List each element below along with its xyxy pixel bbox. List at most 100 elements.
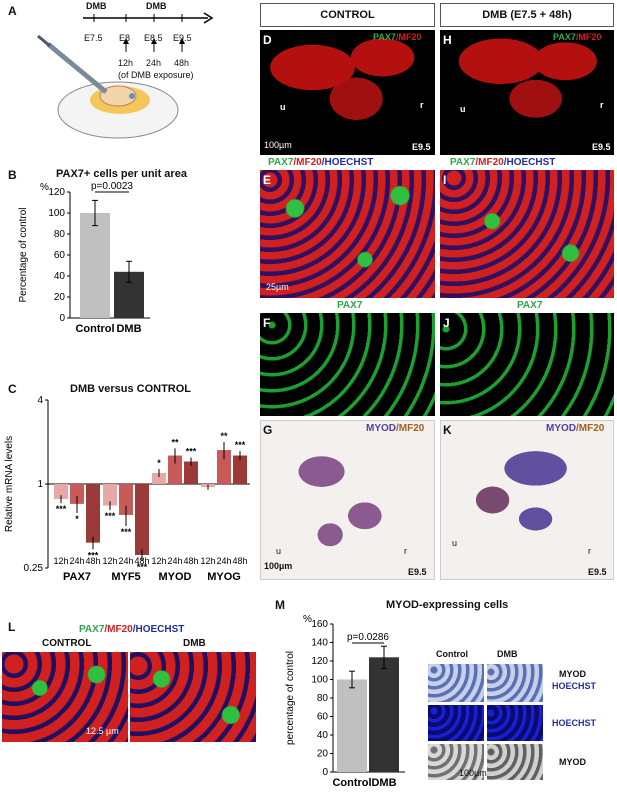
chart-c-sig: *** — [105, 511, 116, 521]
g-label: MYOD/MF20 — [366, 423, 424, 434]
chart-c-sig: ** — [171, 437, 179, 447]
chart-c-sig: *** — [121, 527, 132, 537]
panel-letter-b: B — [8, 168, 17, 182]
l-pax7: PAX7 — [79, 624, 105, 635]
panel-letter-m: M — [275, 598, 285, 612]
chart-c-ylabel: Relative mRNA levels — [4, 436, 15, 532]
chart-m-xlabel-dmb: DMB — [371, 777, 396, 789]
panel-letter-d: D — [263, 33, 272, 47]
l-dmb: DMB — [183, 638, 206, 649]
i-label: PAX7/MF20/HOECHST — [450, 157, 555, 168]
chart-b-ytick-label: 20 — [54, 292, 66, 303]
chart-b-bar-control — [80, 213, 110, 318]
e-mf20: /MF20 — [293, 157, 322, 168]
hours-12: 12h — [118, 58, 134, 68]
chart-c-sig: *** — [56, 504, 67, 514]
e-pax7: PAX7 — [268, 157, 294, 168]
micro-i — [440, 170, 614, 298]
m-row2: HOECHST — [552, 718, 597, 728]
chart-b-ytick-label: 40 — [54, 271, 66, 282]
chart-c-group-myog: MYOG — [207, 571, 241, 583]
chart-c-bar-pax7-24h — [70, 484, 84, 504]
chart-c-bar-myf5-24h — [119, 484, 133, 515]
i-hoechst: /HOECHST — [503, 157, 556, 168]
chart-c-timepoint: 48h — [232, 556, 247, 566]
chart-m: 0 20 40 60 80 100 120 140 160% percentage of cont… — [285, 614, 405, 789]
chart-m-xlabel-control: Control — [332, 777, 371, 789]
chart-c-bar-pax7-48h — [86, 484, 100, 543]
chart-c-sig: *** — [186, 446, 197, 456]
h-mf20: /MF20 — [575, 32, 602, 42]
chart-c-bar-myod-24h — [168, 455, 182, 484]
chart-c-timepoint: 48h — [183, 556, 198, 566]
g-scale: 100µm — [264, 561, 293, 571]
chart-c-timepoint: 24h — [216, 556, 231, 566]
chart-b-xlabel-control: Control — [75, 323, 114, 335]
m-row3: MYOD — [559, 757, 586, 767]
chart-c-bar-myod-12h — [152, 472, 166, 484]
k-u: u — [452, 538, 458, 548]
m-col-control: Control — [436, 649, 468, 659]
chart-c-ytick-label: 4 — [37, 396, 43, 406]
chart-c-bar-myf5-12h — [103, 484, 117, 506]
e-hoechst: /HOECHST — [321, 157, 374, 168]
stage-e8: E8 — [119, 33, 131, 43]
chart-c-sig: ** — [220, 431, 228, 441]
chart-b-title: PAX7+ cells per unit area — [56, 168, 187, 180]
l-hoechst: /HOECHST — [132, 624, 185, 635]
e-scale: 25µm — [266, 282, 289, 292]
hours-24: 24h — [146, 58, 162, 68]
panel-letter-a: A — [8, 4, 17, 18]
d-label: PAX7/MF20 — [373, 32, 421, 42]
stage-e95: E9.5 — [173, 33, 192, 43]
k-myod: MYOD — [546, 423, 576, 434]
m-img-hoechst-dmb — [487, 705, 543, 741]
panel-m-title: MYOD-expressing cells — [386, 599, 509, 611]
d-scale: 100µm — [264, 140, 292, 150]
micro-j — [440, 313, 614, 416]
chart-c-timepoint: 24h — [167, 556, 182, 566]
chart-b-yunit: % — [40, 182, 49, 193]
header-control: CONTROL — [260, 3, 435, 27]
chart-m-pvalue: p=0.0286 — [347, 632, 389, 643]
micro-h — [440, 30, 614, 155]
chart-m-ytick-label: 0 — [322, 767, 328, 778]
chart-b-pvalue: p=0.0023 — [91, 181, 133, 192]
chart-c-timepoint: 24h — [118, 556, 133, 566]
e-label: PAX7/MF20/HOECHST — [268, 157, 373, 168]
chart-c-bar-myod-48h — [184, 461, 198, 484]
panel-letter-g: G — [263, 423, 273, 437]
panel-letter-j: J — [443, 316, 450, 330]
chart-c-bar-pax7-12h — [54, 484, 68, 500]
k-r: r — [588, 546, 591, 556]
panel-letter-f: F — [263, 316, 271, 330]
stage-e75: E7.5 — [84, 33, 103, 43]
f-label: PAX7 — [337, 300, 363, 311]
chart-c-group-myod: MYOD — [159, 571, 192, 583]
m-img-myod-dmb — [487, 744, 543, 780]
micro-d — [260, 30, 435, 155]
chart-m-ytick-label: 40 — [317, 730, 329, 741]
h-u: u — [460, 104, 466, 114]
chart-b-ylabel: Percentage of control — [18, 207, 29, 302]
h-r: r — [600, 100, 604, 110]
m-img-myod-hoechst-control — [428, 664, 484, 702]
micro-l-dmb — [130, 652, 256, 742]
timeline-dmb-1: DMB — [86, 1, 107, 11]
chart-c-timepoint: 12h — [53, 556, 68, 566]
chart-b-ytick-label: 80 — [54, 229, 66, 240]
chart-c-sig: *** — [137, 562, 148, 572]
d-stage: E9.5 — [412, 142, 431, 152]
chart-c-sig: *** — [235, 440, 246, 450]
k-label: MYOD/MF20 — [546, 423, 604, 434]
chart-c-group-pax7: PAX7 — [63, 571, 91, 583]
chart-m-ytick-label: 140 — [311, 638, 328, 649]
m-scale: 100µm — [459, 768, 487, 778]
l-control: CONTROL — [42, 638, 92, 649]
micro-f — [260, 313, 435, 416]
chart-c-group-myf5: MYF5 — [111, 571, 140, 583]
chart-b-xlabel-dmb: DMB — [116, 323, 141, 335]
chart-c-sig: *** — [88, 550, 99, 560]
panel-letter-k: K — [443, 423, 452, 437]
chart-b: 0 20 40 60 80 100 120% Percentage of control Con… — [18, 181, 150, 335]
